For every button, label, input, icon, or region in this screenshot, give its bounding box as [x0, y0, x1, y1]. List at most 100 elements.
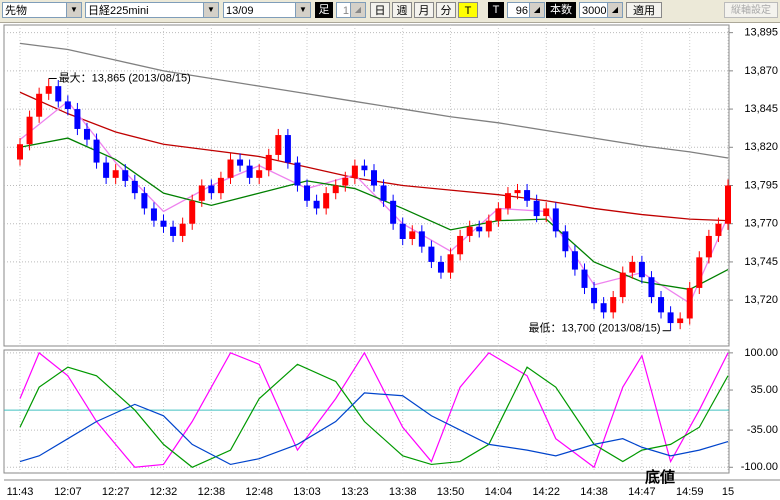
y-tick-label: 100.00 [744, 347, 778, 359]
candle-body [45, 86, 52, 94]
oscillator-line [19, 392, 729, 466]
candle-body [543, 208, 550, 217]
candle-body [131, 180, 138, 194]
candle-body [160, 220, 167, 227]
candle-body [371, 170, 377, 186]
candle-body [409, 231, 416, 239]
candle-body [332, 185, 339, 194]
candle-body [485, 220, 492, 232]
y-tick-label: -35.00 [747, 424, 778, 436]
oscillator-line [19, 351, 729, 469]
contract-select[interactable]: 13/09 ▼ [223, 2, 311, 18]
y-tick-label: 35.00 [750, 384, 778, 396]
annotation: 底値 [645, 468, 675, 486]
candle-body [600, 303, 607, 313]
candle-body [93, 139, 100, 163]
x-tick-label: 12:27 [102, 486, 130, 498]
candle-body [179, 223, 186, 236]
candle-body [112, 170, 119, 178]
tick-label: T [488, 2, 504, 18]
axis-settings-button[interactable]: 縦軸設定 [724, 2, 778, 18]
x-tick-label: 12:38 [198, 486, 226, 498]
y-tick-label: 13,720 [744, 294, 778, 306]
bar-count[interactable]: 1 ◢ [336, 2, 366, 18]
period-button[interactable]: 分 [436, 2, 456, 18]
candle-body [351, 165, 358, 178]
y-tick-label: 13,870 [744, 65, 778, 77]
x-tick-label: 11:43 [7, 486, 34, 498]
candle-body [150, 208, 157, 221]
candle-body [237, 159, 244, 166]
candle-body [294, 162, 301, 186]
oscillator-line [19, 363, 729, 468]
y-tick-label: 13,895 [744, 27, 778, 39]
candle-body [715, 223, 722, 236]
candle-body [591, 287, 598, 304]
moving-average [19, 42, 729, 159]
symbol-select[interactable]: 日経225mini ▼ [85, 2, 219, 18]
candle-body [64, 101, 71, 110]
contract: 13/09 [226, 5, 254, 17]
candle-body [275, 135, 282, 155]
x-tick-label: 14:59 [676, 486, 704, 498]
candle-body [141, 193, 148, 209]
bar-label: 足 [315, 2, 333, 18]
candle-body [677, 318, 684, 324]
x-tick-label: 14:04 [485, 486, 513, 498]
candle-body [495, 208, 502, 221]
tick-count[interactable]: 96 ◢ [507, 2, 545, 18]
candle-body [619, 272, 626, 298]
candle-body [667, 312, 674, 324]
candle-body [342, 177, 349, 186]
moving-average [19, 91, 729, 222]
candle-body [476, 226, 483, 232]
candle-body [284, 135, 291, 163]
annotation: 最低：13,700 (2013/08/15) [529, 322, 661, 335]
candle-body [304, 185, 311, 201]
tick-count-value: 96 [515, 5, 528, 17]
y-tick-label: 13,820 [744, 141, 778, 153]
y-tick-label: 13,745 [744, 256, 778, 268]
candle-body [562, 231, 569, 252]
candle-body [638, 261, 645, 278]
candle-body [55, 86, 62, 102]
candle-body [36, 93, 43, 117]
candle-body [380, 185, 387, 201]
moving-average [19, 137, 729, 291]
candle-body [313, 200, 320, 209]
period-button[interactable]: 月 [414, 2, 434, 18]
candle-body [581, 269, 588, 288]
candle-body [26, 116, 33, 145]
candle-body [571, 251, 578, 270]
moving-average [19, 100, 729, 305]
candle-body [208, 185, 215, 194]
period-button[interactable]: 日 [370, 2, 390, 18]
x-tick-label: 12:07 [54, 486, 82, 498]
period-button[interactable]: T [458, 2, 478, 18]
candle-body [629, 261, 636, 273]
candle-body [227, 159, 234, 178]
candle-body [725, 185, 731, 224]
y-tick-label: 13,770 [744, 218, 778, 230]
candle-body [399, 223, 406, 239]
oscillator-panel [3, 349, 730, 474]
period-button[interactable]: 週 [392, 2, 412, 18]
candle-body [437, 261, 444, 273]
y-tick-label: 13,795 [744, 179, 778, 191]
candle-body [323, 193, 330, 209]
candle-body [696, 257, 703, 288]
product-select[interactable]: 先物 ▼ [2, 2, 82, 18]
candle-body [658, 297, 665, 313]
product: 先物 [5, 5, 27, 17]
toolbar: 先物 ▼ 日経225mini ▼ 13/09 ▼ 足 1 ◢ 日 週 月 分 T T 9… [0, 0, 780, 23]
x-tick-label: 13:38 [389, 486, 417, 498]
candle-body [217, 177, 224, 194]
apply-button[interactable]: 適用 [626, 2, 662, 18]
x-tick-label: 13:23 [341, 486, 369, 498]
candle-body [265, 154, 272, 171]
candle-body [447, 254, 454, 273]
candle-body [648, 277, 655, 298]
count[interactable]: 3000 ◢ [579, 2, 623, 18]
